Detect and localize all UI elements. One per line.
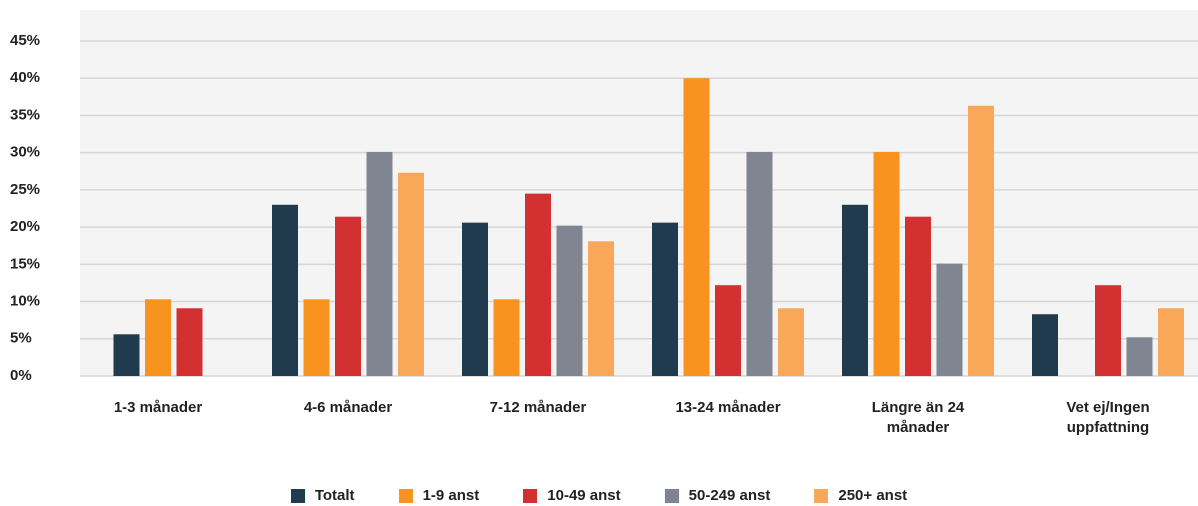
- legend-label: 50-249 anst: [688, 487, 771, 504]
- bar: [366, 151, 393, 376]
- bar: [968, 105, 994, 377]
- y-tick-label: 15%: [10, 255, 40, 272]
- bar: [588, 241, 614, 376]
- y-tick-label: 5%: [10, 330, 32, 347]
- bar: [683, 78, 710, 376]
- legend-label: 250+ anst: [838, 487, 908, 504]
- bar: [1095, 285, 1121, 376]
- bar: [462, 222, 488, 376]
- bar: [746, 151, 773, 376]
- bar: [652, 222, 678, 376]
- legend-swatch: [523, 488, 538, 503]
- bar: [335, 216, 361, 376]
- bar: [493, 299, 520, 376]
- x-tick-label: Vet ej/Ingen uppfattning: [1066, 399, 1150, 436]
- chart: 0% 5% 10% 15% 20% 25% 30% 35% 40% 45%: [10, 10, 1198, 384]
- bar: [1126, 337, 1153, 376]
- y-tick-label: 35%: [10, 106, 40, 123]
- legend-swatch: [398, 488, 413, 503]
- y-tick-label: 25%: [10, 181, 40, 198]
- x-tick-label: 4-6 månader: [303, 399, 393, 416]
- bar: [873, 151, 900, 376]
- y-tick-label: 30%: [10, 144, 40, 161]
- y-tick-label: 40%: [10, 69, 40, 86]
- legend-label: 10-49 anst: [547, 487, 621, 504]
- y-tick-label: 10%: [10, 293, 40, 310]
- x-tick-label: 1-3 månader: [113, 399, 203, 416]
- bar: [556, 225, 583, 376]
- legend: Totalt 1-9 anst 10-49 anst 50-249 anst 250+ …: [0, 487, 1198, 504]
- bar: [398, 172, 424, 376]
- plot-background: [80, 10, 1198, 376]
- y-tick-label: 20%: [10, 218, 40, 235]
- legend-swatch: [290, 488, 305, 503]
- legend-label: Totalt: [314, 487, 355, 504]
- x-tick-label: Längre än 24 månader: [871, 399, 965, 436]
- y-tick-label: 0%: [10, 367, 32, 384]
- x-tick-label: 13-24 månader: [675, 399, 781, 416]
- legend-swatch: [814, 488, 829, 503]
- bar: [1032, 314, 1058, 376]
- legend-item: 1-9 anst: [398, 487, 480, 504]
- bar: [905, 216, 931, 376]
- bar: [145, 299, 171, 376]
- bar: [303, 299, 330, 376]
- legend-item: Totalt: [290, 487, 355, 504]
- legend-item: 10-49 anst: [523, 487, 621, 504]
- legend-item: 250+ anst: [814, 487, 907, 504]
- bar: [936, 263, 963, 376]
- bar: [525, 193, 551, 376]
- legend-label: 1-9 anst: [422, 487, 480, 504]
- bar: [715, 285, 741, 376]
- bar: [1158, 308, 1184, 376]
- legend-item: 50-249 anst: [664, 487, 771, 504]
- bar: [113, 334, 140, 376]
- x-tick-label: 7-12 månader: [489, 399, 587, 416]
- bar: [272, 204, 298, 376]
- y-tick-label: 45%: [10, 32, 40, 49]
- bar: [842, 204, 868, 376]
- bar: [176, 308, 203, 376]
- legend-swatch: [664, 488, 679, 503]
- bar: [778, 308, 804, 376]
